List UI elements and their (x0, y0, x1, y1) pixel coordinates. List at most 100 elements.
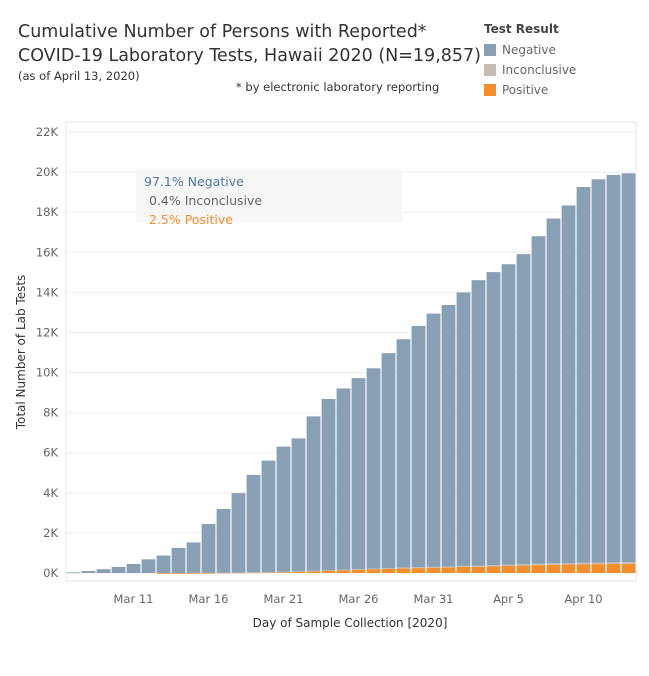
bar-negative (66, 572, 81, 574)
bar-positive (501, 565, 516, 573)
bar-inconclusive (216, 572, 231, 574)
x-tick-label: Mar 31 (414, 592, 454, 606)
bar-inconclusive (306, 570, 321, 572)
annotation-inconclusive: 0.4% Inconclusive (149, 193, 262, 208)
bar-negative (81, 570, 96, 573)
bar-positive (366, 569, 381, 573)
y-tick-label: 18K (36, 205, 59, 219)
x-axis-title: Day of Sample Collection [2020] (253, 616, 448, 630)
bar-inconclusive (561, 563, 576, 565)
bar-positive (606, 563, 621, 573)
legend-item-positive[interactable]: Positive (484, 80, 576, 100)
y-axis-title: Total Number of Lab Tests (14, 275, 28, 431)
legend: Test Result Negative Inconclusive Positi… (484, 22, 576, 100)
bar-negative (621, 173, 636, 563)
bar-positive (471, 566, 486, 573)
y-tick-label: 0K (43, 566, 58, 580)
bar-negative (591, 179, 606, 563)
x-tick-label: Mar 16 (189, 592, 229, 606)
bar-positive (156, 572, 171, 574)
y-tick-label: 6K (43, 446, 58, 460)
bars (66, 173, 636, 574)
y-tick-label: 22K (36, 125, 59, 139)
bar-negative (126, 563, 141, 573)
bar-inconclusive (291, 571, 306, 573)
legend-label-positive: Positive (502, 83, 549, 97)
bar-inconclusive (231, 572, 246, 574)
bar-inconclusive (471, 565, 486, 567)
bar-positive (426, 567, 441, 573)
bar-positive (441, 567, 456, 573)
annotation-box (136, 170, 402, 222)
bar-positive (456, 566, 471, 573)
bar-inconclusive (576, 562, 591, 565)
legend-item-inconclusive[interactable]: Inconclusive (484, 60, 576, 80)
legend-label-negative: Negative (502, 43, 556, 57)
bar-inconclusive (426, 566, 441, 568)
bar-negative (156, 555, 171, 573)
bar-inconclusive (351, 569, 366, 570)
bar-positive (576, 564, 591, 573)
legend-item-negative[interactable]: Negative (484, 40, 576, 60)
x-axis-ticks: Mar 11 Mar 16 Mar 21 Mar 26 Mar 31 Apr 5 Apr 1… (114, 592, 603, 606)
bar-negative (411, 325, 426, 568)
legend-label-inconclusive: Inconclusive (502, 63, 577, 77)
bar-positive (186, 572, 201, 574)
bar-inconclusive (366, 568, 381, 570)
y-tick-label: 4K (43, 486, 58, 500)
bar-negative (576, 186, 591, 563)
plot-frame (65, 121, 637, 582)
legend-swatch-negative (484, 44, 496, 56)
bar-negative (216, 508, 231, 573)
chart-title-line-2: COVID-19 Laboratory Tests, Hawaii 2020 (… (18, 46, 481, 66)
bar-negative (546, 218, 561, 564)
bar-positive (411, 568, 426, 573)
bar-positive (486, 566, 501, 573)
bar-inconclusive (501, 564, 516, 566)
bar-positive (546, 564, 561, 573)
bar-negative (486, 272, 501, 566)
x-tick-label: Apr 5 (493, 592, 524, 606)
x-tick-label: Mar 11 (114, 592, 154, 606)
y-axis-ticks: 0K 2K 4K 6K 8K 10K 12K 14K 16K 18K 20K 22K (36, 125, 59, 580)
bar-negative (426, 313, 441, 567)
bar-negative (111, 566, 126, 573)
bar-inconclusive (321, 570, 336, 571)
bar-positive (531, 565, 546, 573)
bar-positive (516, 565, 531, 573)
bar-negative (456, 292, 471, 566)
x-tick-label: Apr 10 (564, 592, 602, 606)
y-tick-label: 10K (36, 366, 59, 380)
bar-negative (231, 493, 246, 573)
bar-positive (306, 571, 321, 573)
bar-inconclusive (441, 566, 456, 568)
bar-positive (291, 571, 306, 573)
legend-swatch-positive (484, 84, 496, 96)
bar-negative (441, 304, 456, 567)
bar-negative (381, 353, 396, 569)
bar-negative (246, 474, 261, 573)
bar-inconclusive (381, 568, 396, 570)
bar-negative (516, 254, 531, 565)
bar-positive (321, 570, 336, 573)
bar-inconclusive (276, 571, 291, 573)
x-tick-label: Mar 26 (339, 592, 379, 606)
bar-positive (591, 564, 606, 573)
bar-negative (201, 523, 216, 573)
bar-positive (171, 572, 186, 574)
bar-negative (351, 378, 366, 570)
bar-inconclusive (246, 572, 261, 574)
bar-inconclusive (621, 562, 636, 564)
y-tick-label: 2K (43, 526, 58, 540)
bar-positive (381, 568, 396, 573)
x-tick-label: Mar 21 (264, 592, 304, 606)
bar-negative (291, 438, 306, 572)
bar-negative (471, 280, 486, 566)
bar-inconclusive (591, 562, 606, 565)
bar-inconclusive (606, 562, 621, 564)
bar-inconclusive (336, 569, 351, 571)
y-tick-label: 8K (43, 406, 58, 420)
bar-positive (336, 570, 351, 573)
bar-negative (366, 368, 381, 569)
bar-negative (261, 460, 276, 573)
